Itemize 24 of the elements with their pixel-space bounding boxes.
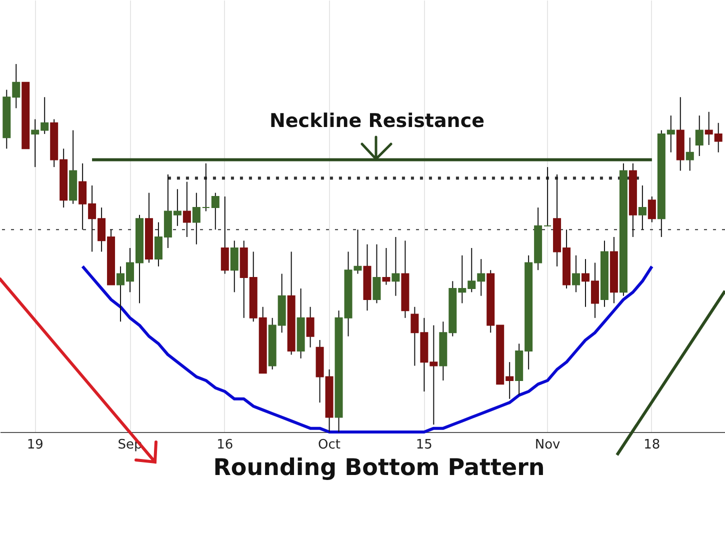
candlestick	[382, 248, 390, 286]
candlestick	[192, 192, 200, 245]
annotation: Neckline Resistance	[270, 110, 484, 132]
x-tick-label: 19	[26, 438, 44, 452]
x-tick-label: Oct	[318, 438, 341, 452]
text: Rounding Bottom Pattern	[213, 455, 545, 481]
candlestick	[211, 192, 220, 230]
candlestick	[372, 244, 381, 304]
candlestick	[572, 254, 580, 293]
candlestick	[544, 166, 552, 226]
candlestick	[392, 236, 400, 296]
x-tick-label: Nov	[534, 438, 561, 452]
candlestick	[202, 162, 210, 212]
candlestick	[648, 196, 656, 223]
candlestick	[695, 115, 704, 157]
candlestick	[686, 137, 694, 172]
candlestick	[220, 196, 229, 274]
candlestick	[182, 181, 191, 238]
candlestick	[638, 184, 646, 230]
candlestick	[230, 240, 238, 293]
x-tick-label: 16	[216, 438, 234, 452]
x-tick-label: 18	[644, 438, 660, 452]
candlestick	[306, 306, 314, 348]
x-tick-label: 15	[416, 438, 432, 452]
